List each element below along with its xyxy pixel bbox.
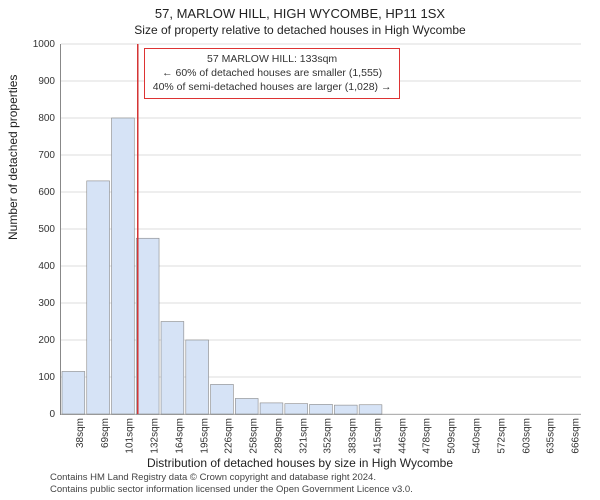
x-tick-label: 164sqm: [174, 418, 185, 454]
histogram-bar: [161, 322, 184, 415]
x-tick-label: 572sqm: [496, 418, 507, 454]
x-tick-label: 478sqm: [422, 418, 433, 454]
svg-text:0: 0: [49, 409, 55, 420]
histogram-bar: [334, 405, 357, 414]
x-tick-label: 258sqm: [249, 418, 260, 454]
plot-svg: 01002003004005006007008009001000: [61, 44, 581, 414]
svg-text:100: 100: [38, 372, 55, 383]
x-tick-label: 38sqm: [75, 418, 86, 448]
histogram-bar: [62, 371, 85, 414]
svg-text:1000: 1000: [33, 39, 56, 50]
histogram-bar: [87, 181, 110, 414]
annotation-line2: ← 60% of detached houses are smaller (1,…: [153, 66, 392, 80]
footer: Contains HM Land Registry data © Crown c…: [50, 472, 590, 496]
histogram-bar: [211, 384, 234, 414]
x-tick-label: 383sqm: [348, 418, 359, 454]
annotation-box: 57 MARLOW HILL: 133sqm ← 60% of detached…: [144, 48, 401, 99]
svg-text:900: 900: [38, 76, 55, 87]
x-tick-label: 509sqm: [447, 418, 458, 454]
x-tick-label: 666sqm: [571, 418, 582, 454]
x-tick-label: 415sqm: [373, 418, 384, 454]
x-tick-label: 540sqm: [472, 418, 483, 454]
x-tick-label: 101sqm: [125, 418, 136, 454]
svg-text:700: 700: [38, 150, 55, 161]
histogram-bar: [112, 118, 135, 414]
svg-text:500: 500: [38, 224, 55, 235]
x-tick-label: 635sqm: [546, 418, 557, 454]
footer-line1: Contains HM Land Registry data © Crown c…: [50, 472, 590, 484]
x-tick-label: 603sqm: [521, 418, 532, 454]
histogram-bar: [260, 403, 283, 414]
x-axis-label: Distribution of detached houses by size …: [0, 456, 600, 470]
x-tick-label: 289sqm: [273, 418, 284, 454]
x-tick-label: 69sqm: [100, 418, 111, 448]
x-tick-label: 352sqm: [323, 418, 334, 454]
footer-line2: Contains public sector information licen…: [50, 484, 590, 496]
x-ticks: 38sqm 69sqm 101sqm 132sqm 164sqm 195sqm 226sqm…: [60, 414, 580, 454]
chart-container: 57, MARLOW HILL, HIGH WYCOMBE, HP11 1SX …: [0, 0, 600, 500]
svg-text:200: 200: [38, 335, 55, 346]
histogram-bar: [136, 238, 159, 414]
svg-text:600: 600: [38, 187, 55, 198]
histogram-bar: [285, 404, 308, 414]
x-tick-label: 321sqm: [298, 418, 309, 454]
histogram-bar: [235, 398, 258, 414]
histogram-bar: [186, 340, 209, 414]
x-tick-label: 446sqm: [397, 418, 408, 454]
annotation-line1: 57 MARLOW HILL: 133sqm: [153, 52, 392, 66]
svg-text:400: 400: [38, 261, 55, 272]
svg-text:300: 300: [38, 298, 55, 309]
x-tick-label: 195sqm: [199, 418, 210, 454]
histogram-bar: [310, 404, 333, 414]
x-tick-label: 132sqm: [150, 418, 161, 454]
svg-text:800: 800: [38, 113, 55, 124]
chart-subtitle: Size of property relative to detached ho…: [0, 21, 600, 37]
chart-title: 57, MARLOW HILL, HIGH WYCOMBE, HP11 1SX: [0, 0, 600, 21]
x-tick-label: 226sqm: [224, 418, 235, 454]
annotation-line3: 40% of semi-detached houses are larger (…: [153, 80, 392, 94]
y-axis-label: Number of detached properties: [6, 75, 20, 240]
histogram-bar: [359, 405, 382, 414]
plot-area: 01002003004005006007008009001000 57 MARL…: [60, 44, 581, 415]
